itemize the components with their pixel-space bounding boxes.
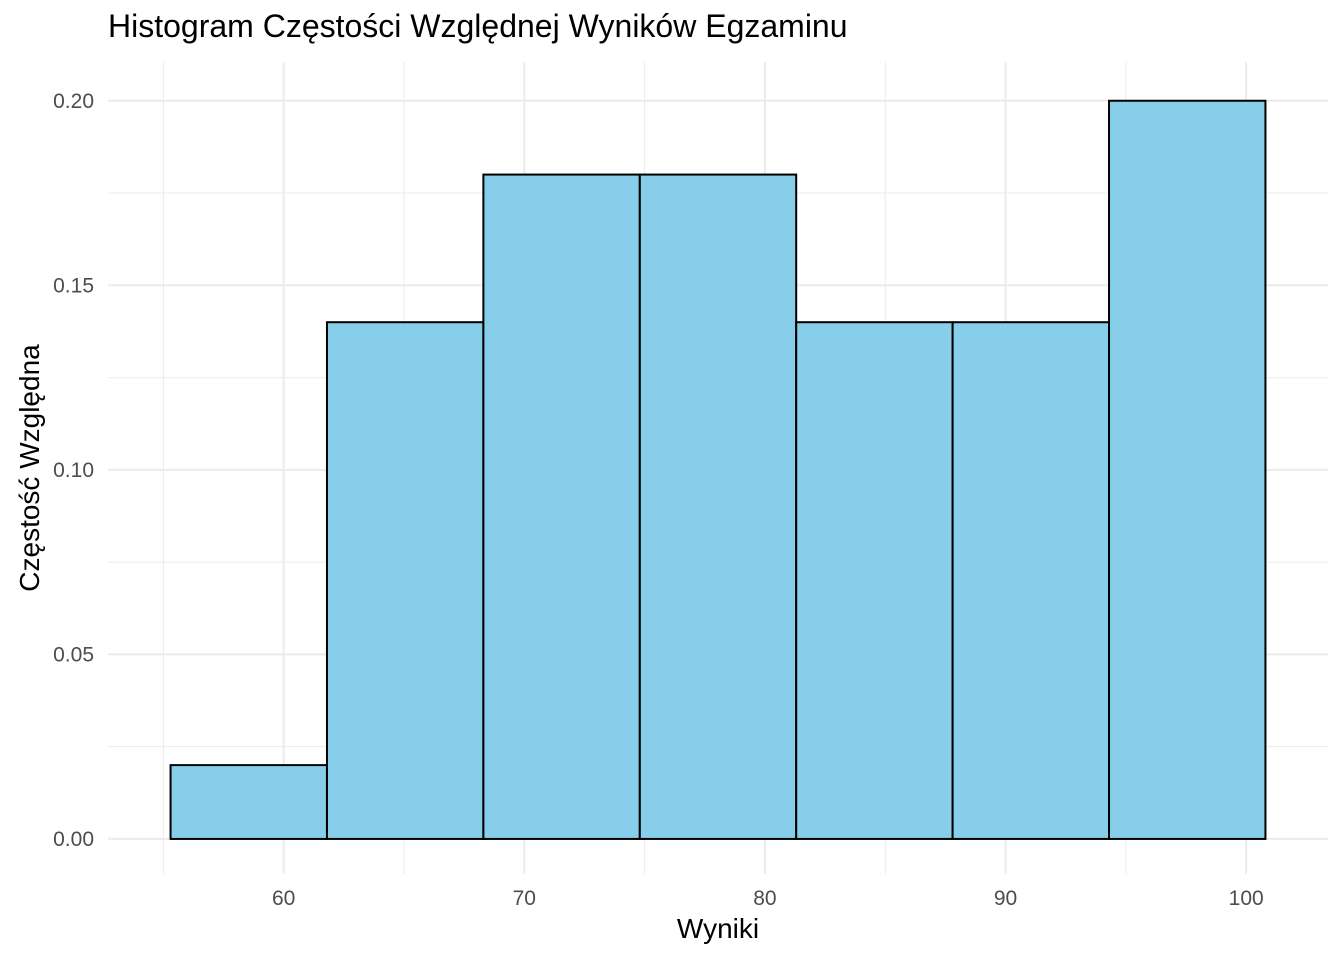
histogram-bar (951, 321, 1111, 840)
histogram-bar (1108, 99, 1267, 840)
y-tick-label: 0.15 (53, 274, 94, 297)
y-tick-label: 0.10 (53, 459, 94, 482)
histogram-bar (795, 321, 954, 840)
y-tick-label: 0.00 (53, 828, 94, 851)
x-tick-label: 90 (994, 887, 1017, 910)
y-tick-label: 0.05 (53, 643, 94, 666)
x-axis-label: Wyniki (676, 913, 760, 944)
y-axis-label: Częstość Względna (14, 344, 45, 592)
histogram-bar (169, 764, 328, 840)
x-tick-label: 70 (513, 887, 536, 910)
chart-title: Histogram Częstości Względnej Wyników Eg… (108, 8, 848, 44)
y-tick-label: 0.20 (53, 90, 94, 113)
histogram-bar (482, 173, 641, 840)
x-tick-label: 100 (1229, 887, 1264, 910)
histogram-bar (325, 321, 485, 840)
x-tick-label: 60 (272, 887, 295, 910)
histogram-bar (638, 173, 798, 840)
x-tick-label: 80 (753, 887, 776, 910)
